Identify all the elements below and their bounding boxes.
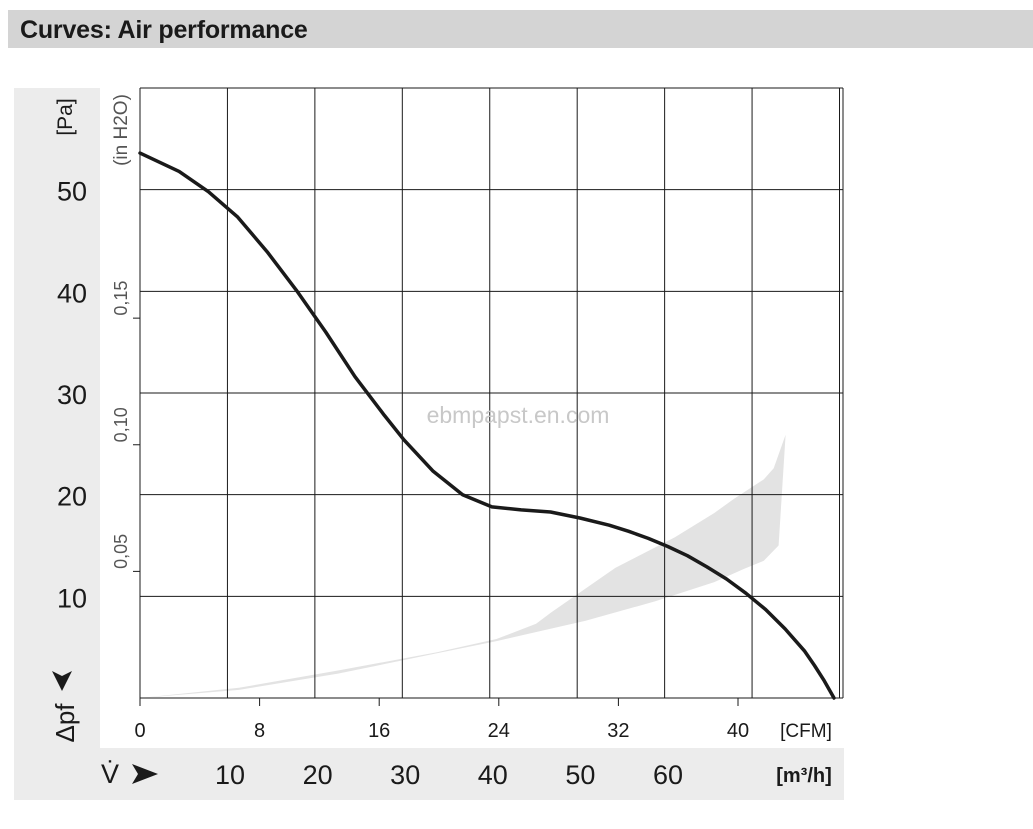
- m3h-tick-label: 20: [303, 760, 333, 790]
- operating-band: [140, 434, 786, 698]
- cfm-tick-label: 24: [488, 720, 510, 742]
- cfm-tick-label: 32: [607, 720, 629, 742]
- pa-tick-label: 50: [57, 177, 87, 207]
- m3h-tick-label: 10: [215, 760, 245, 790]
- cfm-tick-label: 0: [134, 720, 145, 742]
- x-axis-unit-m3h: [m³/h]: [776, 765, 832, 787]
- m3h-tick-label: 40: [478, 760, 508, 790]
- inh2o-tick-label: 0,05: [111, 534, 131, 569]
- x-axis-arrow-icon: [132, 764, 158, 784]
- pa-tick-label: 20: [57, 482, 87, 512]
- cfm-tick-label: 40: [727, 720, 749, 742]
- y-axis-secondary-unit: (in H2O): [111, 94, 132, 166]
- y-axis-label: Δpf: [50, 703, 80, 743]
- m3h-tick-label: 60: [653, 760, 683, 790]
- section-title: Curves: Air performance: [20, 16, 308, 44]
- cfm-tick-label: 8: [254, 720, 265, 742]
- y-axis-panel: [14, 88, 100, 800]
- watermark: EBMPAPST.EN.COM: [427, 402, 610, 428]
- x-axis-unit-cfm: [CFM]: [780, 721, 832, 742]
- pa-tick-label: 40: [57, 278, 87, 308]
- inh2o-tick-label: 0,10: [111, 407, 131, 442]
- inh2o-tick-label: 0,15: [111, 281, 131, 316]
- y-axis-unit: [Pa]: [54, 98, 77, 135]
- m3h-tick-label: 50: [565, 760, 595, 790]
- pa-tick-label: 10: [57, 583, 87, 613]
- x-axis-label: V̇: [101, 759, 119, 789]
- section-header: Curves: Air performance: [8, 10, 1033, 48]
- y-axis-arrow-icon: [52, 671, 72, 691]
- m3h-tick-label: 30: [390, 760, 420, 790]
- pa-tick-label: 30: [57, 380, 87, 410]
- performance-curve: [138, 151, 836, 700]
- cfm-tick-label: 16: [368, 720, 390, 742]
